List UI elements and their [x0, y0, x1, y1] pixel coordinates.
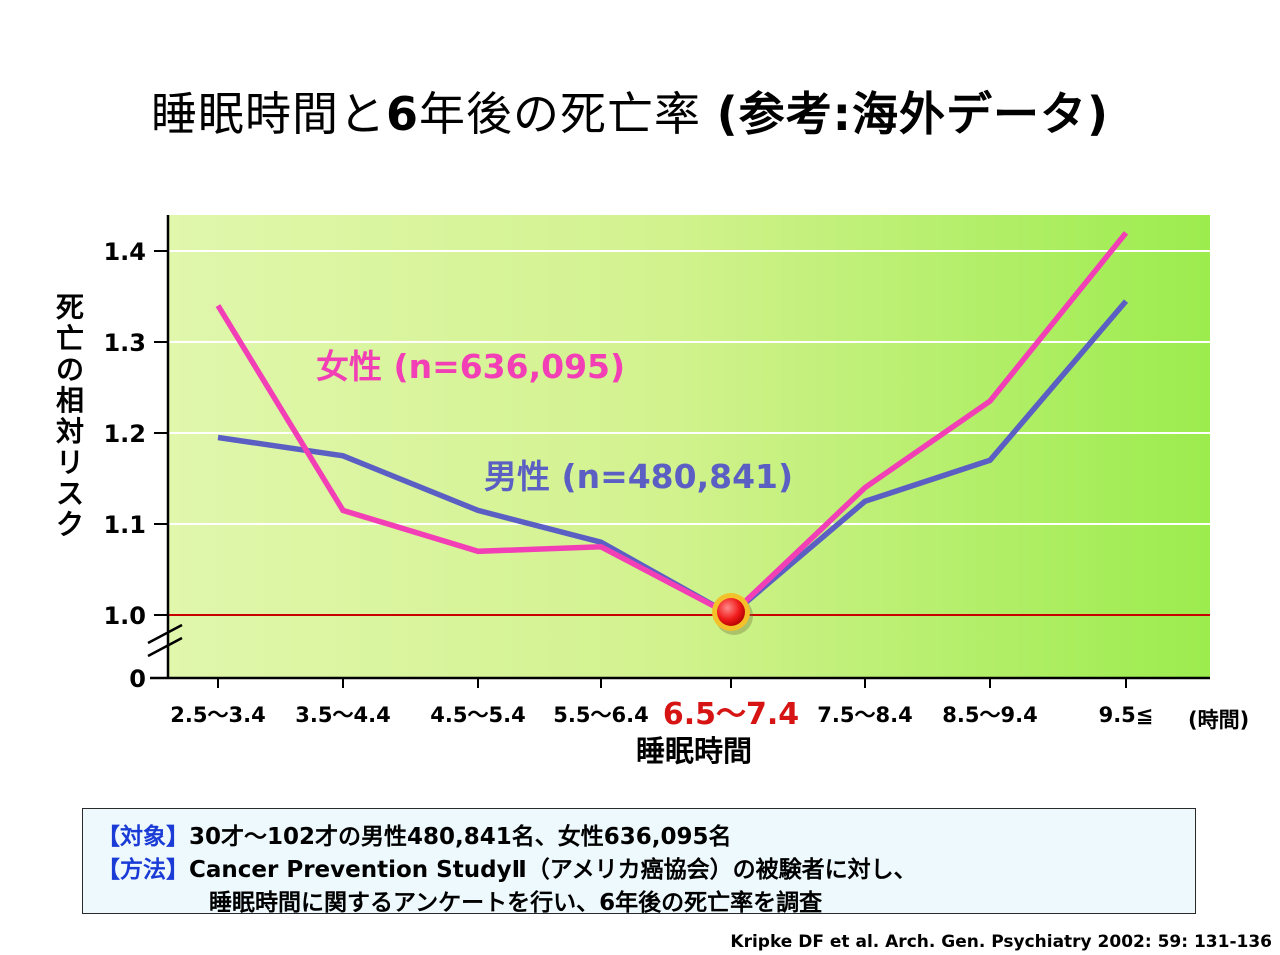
- note-tag-method: 【方法】: [97, 857, 189, 883]
- chart: 0 1.0 1.1 1.2 1.3 1.4 2.5〜3.4 3.5〜4.4 4.5〜5.4 5.…: [103, 215, 1210, 732]
- y-tick-label: 1.1: [103, 511, 146, 539]
- y-tick-label: 0: [129, 665, 146, 693]
- title-parenthetical: (参考:海外データ): [716, 87, 1110, 141]
- axis-break-mark: [147, 623, 183, 645]
- note-text-method-cont: 睡眠時間に関するアンケートを行い、6年後の死亡率を調査: [209, 890, 823, 916]
- note-text-method: Cancer Prevention StudyⅡ（アメリカ癌協会）の被験者に対し…: [189, 857, 917, 883]
- series-line-female: [215, 231, 1129, 619]
- citation: Kripke DF et al. Arch. Gen. Psychiatry 2…: [730, 932, 1272, 952]
- plot-area: [168, 215, 1210, 678]
- x-tick-label: 7.5〜8.4: [817, 703, 912, 727]
- x-tick-label: 3.5〜4.4: [295, 703, 390, 727]
- title-number: 6: [385, 87, 419, 141]
- note-line-subjects: 【対象】30才〜102才の男性480,841名、女性636,095名: [97, 817, 732, 851]
- y-tick-label: 1.0: [103, 602, 146, 630]
- page-title: 睡眠時間と6年後の死亡率 (参考:海外データ): [0, 78, 1260, 144]
- x-tick-label: 9.5≦: [1099, 703, 1154, 727]
- x-tick-label: 8.5〜9.4: [942, 703, 1037, 727]
- note-line-method: 【方法】Cancer Prevention StudyⅡ（アメリカ癌協会）の被験…: [97, 850, 917, 884]
- study-note-box: 【対象】30才〜102才の男性480,841名、女性636,095名 【方法】C…: [82, 808, 1196, 917]
- x-tick-label: 4.5〜5.4: [430, 703, 525, 727]
- x-axis-label: 睡眠時間: [635, 734, 752, 768]
- x-axis-unit: (時間): [1188, 708, 1250, 732]
- note-line-method-cont: 睡眠時間に関するアンケートを行い、6年後の死亡率を調査: [209, 883, 822, 917]
- note-tag-subjects: 【対象】: [97, 824, 189, 850]
- series-label-female: 女性 (n=636,095): [316, 347, 626, 386]
- axis-break-mark: [147, 636, 183, 658]
- x-tick-label: 5.5〜6.4: [553, 703, 648, 727]
- x-tick-label: 2.5〜3.4: [170, 703, 265, 727]
- y-tick-label: 1.2: [103, 420, 146, 448]
- y-tick-label: 1.4: [103, 238, 146, 266]
- y-axis-label: 死亡の相対リスク: [55, 291, 84, 541]
- series-label-male: 男性 (n=480,841): [484, 457, 794, 496]
- x-tick-label-highlight: 6.5〜7.4: [663, 697, 799, 732]
- title-middle: 年後の死亡率: [418, 87, 717, 141]
- note-text-subjects: 30才〜102才の男性480,841名、女性636,095名: [189, 824, 732, 850]
- y-tick-label: 1.3: [103, 329, 146, 357]
- title-main: 睡眠時間と: [150, 87, 386, 141]
- optimum-marker: [717, 598, 745, 626]
